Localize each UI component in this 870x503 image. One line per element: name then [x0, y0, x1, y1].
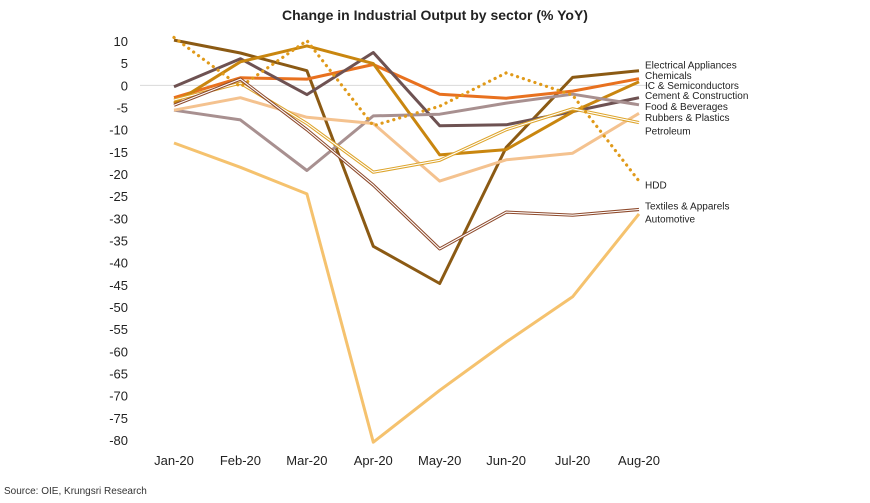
- x-tick-label: Jul-20: [555, 453, 590, 468]
- y-tick-label: -80: [109, 433, 128, 448]
- series-label: Electrical Appliances: [645, 60, 737, 71]
- y-tick-label: -5: [116, 101, 128, 116]
- series-label: IC & Semiconductors: [645, 81, 739, 92]
- series-label: Chemicals: [645, 71, 692, 82]
- series-label: Food & Beverages: [645, 102, 728, 113]
- y-tick-label: -50: [109, 300, 128, 315]
- x-tick-label: May-20: [418, 453, 461, 468]
- y-tick-label: 5: [121, 56, 128, 71]
- series-line-automotive: [173, 141, 641, 444]
- x-tick-label: Mar-20: [286, 453, 327, 468]
- series-label: Petroleum: [645, 126, 691, 137]
- x-tick-label: Apr-20: [354, 453, 393, 468]
- series-label: Textiles & Apparels: [645, 201, 730, 212]
- series-line-hdd: [172, 35, 641, 183]
- y-tick-label: -30: [109, 211, 128, 226]
- y-tick-label: -70: [109, 389, 128, 404]
- y-tick-label: -20: [109, 167, 128, 182]
- x-tick-label: Feb-20: [220, 453, 261, 468]
- series-line-cement-construction: [173, 44, 640, 157]
- source-note: Source: OIE, Krungsri Research: [4, 486, 147, 497]
- series-line-textiles-apparels: [173, 77, 640, 251]
- chart-title: Change in Industrial Output by sector (%…: [282, 7, 588, 23]
- x-axis-ticks: Jan-20 Feb-20 Mar-20 Apr-20 May-20 Jun-20 Jul-…: [154, 453, 660, 468]
- y-tick-label: -15: [109, 145, 128, 160]
- series-line-electrical-appliances: [173, 38, 640, 285]
- series-label: HDD: [645, 181, 667, 192]
- y-tick-label: -55: [109, 322, 128, 337]
- series-line-rubbers-plastics: [173, 96, 640, 183]
- y-axis-ticks: 10 5 0 -5 -10 -15 -20 -25 -30 -35 -40 -45 -50 -55 -60 -…: [109, 34, 128, 448]
- series-label: Cement & Construction: [645, 91, 748, 102]
- y-tick-label: 10: [114, 34, 128, 49]
- y-tick-label: -60: [109, 344, 128, 359]
- series-line-petroleum-inner: [173, 82, 640, 173]
- x-tick-label: Jan-20: [154, 453, 194, 468]
- x-tick-label: Aug-20: [618, 453, 660, 468]
- series-line-food-beverages: [173, 92, 640, 172]
- series-label: Rubbers & Plastics: [645, 113, 729, 124]
- y-tick-label: 0: [121, 78, 128, 93]
- series-line-petroleum: [173, 81, 640, 174]
- series-line-textiles-apparels-inner: [173, 78, 640, 250]
- series-label: Automotive: [645, 215, 695, 226]
- y-tick-label: -75: [109, 411, 128, 426]
- y-tick-label: -25: [109, 189, 128, 204]
- x-tick-label: Jun-20: [486, 453, 526, 468]
- series-lines: [172, 35, 641, 444]
- y-tick-label: -40: [109, 256, 128, 271]
- y-tick-label: -45: [109, 278, 128, 293]
- y-tick-label: -65: [109, 367, 128, 382]
- y-tick-label: -35: [109, 234, 128, 249]
- y-tick-label: -10: [109, 123, 128, 138]
